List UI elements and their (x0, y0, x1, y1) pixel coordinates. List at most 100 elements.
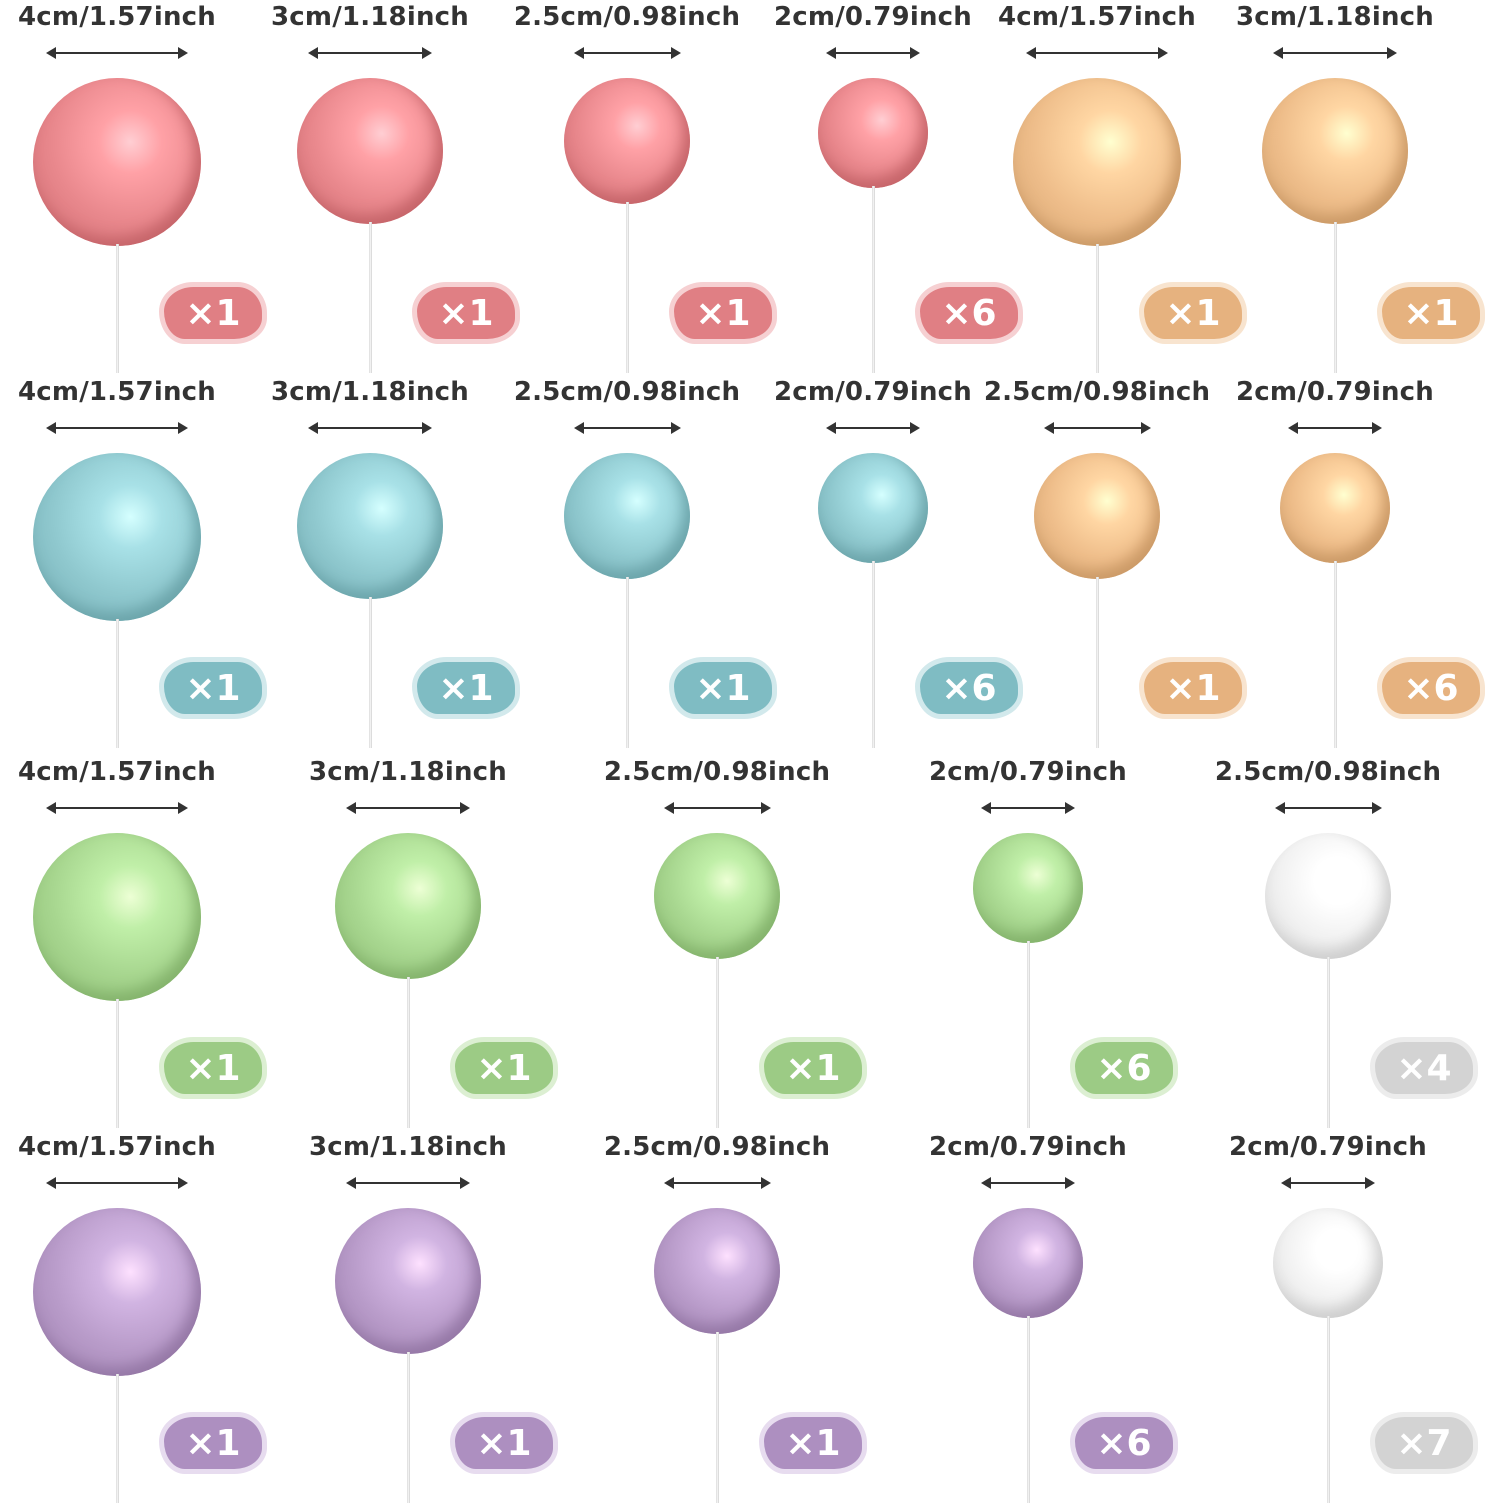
dimension-arrow (46, 47, 188, 59)
stick (369, 222, 372, 373)
pearl-ball (1280, 453, 1390, 563)
stick (716, 957, 719, 1128)
quantity-badge: ×1 (450, 1412, 558, 1474)
quantity-text: ×1 (1165, 667, 1221, 709)
stick (116, 999, 119, 1128)
pearl-ball (335, 1208, 481, 1354)
stick (626, 202, 629, 373)
size-label: 4cm/1.57inch (998, 2, 1196, 32)
quantity-text: ×1 (785, 1047, 841, 1089)
size-label: 4cm/1.57inch (18, 1132, 216, 1162)
pearl-ball (818, 78, 928, 188)
quantity-text: ×1 (185, 667, 241, 709)
stick (716, 1332, 719, 1503)
size-label: 2cm/0.79inch (929, 1132, 1127, 1162)
dimension-arrow (308, 422, 432, 434)
quantity-text: ×6 (1096, 1422, 1152, 1464)
quantity-text: ×1 (438, 292, 494, 334)
pearl-ball (1262, 78, 1408, 224)
stick (1027, 941, 1030, 1128)
size-label: 2cm/0.79inch (1236, 377, 1434, 407)
dimension-arrow (46, 802, 188, 814)
pearl-ball (818, 453, 928, 563)
size-label: 2cm/0.79inch (774, 377, 972, 407)
pearl-ball (564, 453, 690, 579)
size-label: 2.5cm/0.98inch (983, 377, 1211, 407)
quantity-text: ×1 (185, 1047, 241, 1089)
pearl-ball (297, 78, 443, 224)
stick (1327, 957, 1330, 1128)
quantity-badge: ×1 (669, 657, 777, 719)
quantity-badge: ×6 (915, 282, 1023, 344)
stick (626, 577, 629, 748)
dimension-arrow (46, 1177, 188, 1189)
stick (1096, 244, 1099, 373)
quantity-text: ×7 (1396, 1422, 1452, 1464)
pearl-ball (1273, 1208, 1383, 1318)
dimension-arrow (981, 1177, 1075, 1189)
quantity-badge: ×6 (915, 657, 1023, 719)
quantity-badge: ×1 (159, 1037, 267, 1099)
size-label: 4cm/1.57inch (18, 757, 216, 787)
quantity-badge: ×4 (1370, 1037, 1478, 1099)
dimension-arrow (826, 47, 920, 59)
quantity-text: ×1 (185, 1422, 241, 1464)
quantity-text: ×1 (785, 1422, 841, 1464)
pearl-ball (335, 833, 481, 979)
pearl-ball (1265, 833, 1391, 959)
quantity-badge: ×6 (1070, 1037, 1178, 1099)
quantity-text: ×4 (1396, 1047, 1452, 1089)
quantity-text: ×6 (1403, 667, 1459, 709)
size-label: 3cm/1.18inch (309, 757, 507, 787)
pearl-ball (33, 1208, 201, 1376)
pearl-ball (973, 1208, 1083, 1318)
size-label: 2.5cm/0.98inch (513, 377, 741, 407)
quantity-badge: ×1 (1139, 282, 1247, 344)
quantity-badge: ×6 (1377, 657, 1485, 719)
size-label: 4cm/1.57inch (18, 2, 216, 32)
pearl-ball (297, 453, 443, 599)
stick (872, 561, 875, 748)
size-label: 3cm/1.18inch (271, 2, 469, 32)
size-label: 2cm/0.79inch (774, 2, 972, 32)
quantity-text: ×6 (941, 667, 997, 709)
stick (1096, 577, 1099, 748)
dimension-arrow (826, 422, 920, 434)
pearl-ball (1013, 78, 1181, 246)
quantity-badge: ×1 (669, 282, 777, 344)
quantity-badge: ×1 (159, 657, 267, 719)
dimension-arrow (46, 422, 188, 434)
size-label: 4cm/1.57inch (18, 377, 216, 407)
dimension-arrow (663, 802, 771, 814)
size-label: 2.5cm/0.98inch (1214, 757, 1442, 787)
quantity-badge: ×1 (450, 1037, 558, 1099)
dimension-arrow (346, 1177, 470, 1189)
pearl-ball (654, 1208, 780, 1334)
quantity-badge: ×1 (759, 1412, 867, 1474)
quantity-text: ×1 (185, 292, 241, 334)
quantity-text: ×1 (438, 667, 494, 709)
quantity-text: ×1 (695, 292, 751, 334)
quantity-text: ×1 (476, 1422, 532, 1464)
stick (116, 244, 119, 373)
stick (872, 186, 875, 373)
quantity-badge: ×1 (1139, 657, 1247, 719)
quantity-badge: ×7 (1370, 1412, 1478, 1474)
size-label: 2.5cm/0.98inch (603, 757, 831, 787)
dimension-arrow (1274, 802, 1382, 814)
pearl-ball (564, 78, 690, 204)
size-label: 2.5cm/0.98inch (513, 2, 741, 32)
size-label: 2cm/0.79inch (1229, 1132, 1427, 1162)
stick (1334, 561, 1337, 748)
quantity-text: ×6 (1096, 1047, 1152, 1089)
dimension-arrow (1026, 47, 1168, 59)
pearl-ball (33, 833, 201, 1001)
size-label: 3cm/1.18inch (271, 377, 469, 407)
dimension-arrow (573, 422, 681, 434)
dimension-arrow (346, 802, 470, 814)
dimension-arrow (663, 1177, 771, 1189)
size-label: 3cm/1.18inch (1236, 2, 1434, 32)
stick (1027, 1316, 1030, 1503)
pearl-ball (33, 78, 201, 246)
